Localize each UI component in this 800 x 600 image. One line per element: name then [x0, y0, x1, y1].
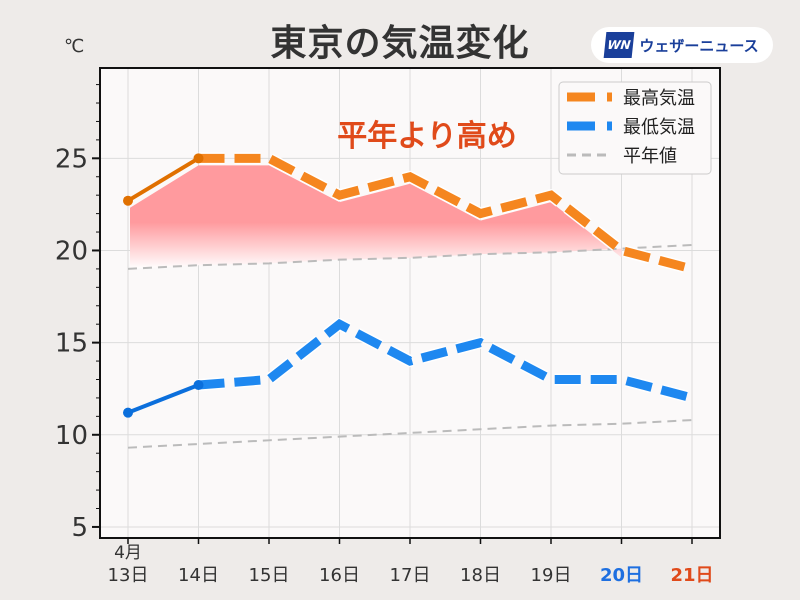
normal-line-low [127, 419, 693, 449]
x-tick-label: 18日 [460, 565, 501, 586]
legend-label: 最高気温 [623, 88, 695, 109]
y-tick-label: 10 [55, 421, 88, 451]
weathernews-logo: WN ウェザーニュース [591, 27, 773, 63]
chart-title: 東京の気温変化 [270, 23, 530, 64]
x-tick-label: 16日 [319, 565, 360, 586]
y-tick-label: 15 [55, 329, 88, 359]
legend-label: 平年値 [623, 146, 677, 167]
data-point-min [123, 407, 133, 418]
x-tick-label: 19日 [531, 565, 572, 586]
logo-text: ウェザーニュース [639, 36, 759, 55]
above-normal-fill [130, 165, 622, 269]
x-tick-label: 15日 [249, 565, 290, 586]
y-tick-label: 5 [71, 513, 88, 543]
normal-line-high [127, 243, 693, 270]
x-month-label: 4月 [114, 543, 142, 563]
legend-label: 最低気温 [623, 117, 695, 138]
x-tick-label: 13日 [108, 565, 149, 586]
x-tick-label: 21日 [670, 565, 713, 586]
y-tick-label: 25 [55, 144, 88, 174]
x-tick-label: 17日 [390, 565, 431, 586]
forecast-line-max [198, 153, 694, 274]
y-axis-unit: ℃ [64, 36, 85, 57]
forecast-line-min [198, 318, 694, 403]
observed-line-max [126, 156, 200, 203]
data-point-max [193, 153, 204, 164]
x-tick-label: 20日 [600, 565, 643, 586]
data-point-max [123, 195, 133, 206]
x-tick-label: 14日 [178, 565, 219, 586]
y-tick-label: 20 [55, 236, 88, 266]
observed-line-min [127, 383, 200, 415]
annotation-text: 平年より高め [337, 119, 516, 154]
data-point-min [193, 380, 204, 391]
